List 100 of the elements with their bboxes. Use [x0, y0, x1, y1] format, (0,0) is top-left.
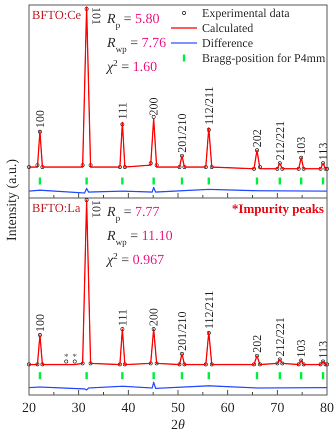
- point: [178, 165, 182, 170]
- point: [122, 362, 127, 366]
- chart-title: BFTO:La: [32, 201, 81, 215]
- point: [275, 166, 280, 171]
- point: [80, 361, 85, 366]
- point: [296, 166, 301, 171]
- annotation: 100: [32, 314, 47, 332]
- x-tick-label: 60: [220, 401, 235, 416]
- point: [275, 361, 280, 366]
- point: [325, 166, 329, 171]
- annotation: 100: [32, 110, 47, 128]
- point: [40, 362, 44, 366]
- point: [180, 154, 184, 158]
- x-tick-label: 80: [320, 401, 334, 416]
- annotation: 113: [316, 142, 330, 160]
- point: [302, 362, 306, 366]
- point: [258, 362, 262, 366]
- point: [72, 360, 77, 364]
- x-tick-label: 40: [121, 401, 136, 416]
- point: [27, 165, 31, 170]
- point: [321, 360, 325, 364]
- point: [318, 362, 322, 366]
- annotation: R$_{wp}$ = 7.76: [106, 36, 166, 54]
- annotation: *Impurity peaks: [232, 201, 324, 216]
- annotation: *: [64, 351, 69, 362]
- point: [252, 166, 256, 171]
- point: [88, 163, 93, 168]
- point: [148, 161, 153, 166]
- point: [296, 362, 301, 366]
- point: [206, 331, 211, 335]
- annotation: 201/210: [174, 312, 189, 351]
- annotation: 101: [90, 7, 104, 25]
- point: [118, 165, 122, 170]
- point: [252, 362, 256, 366]
- point: [122, 165, 127, 170]
- point: [206, 128, 211, 132]
- point: [35, 163, 40, 168]
- point: [120, 122, 124, 126]
- point: [154, 163, 159, 168]
- annotation: R$_{p}$ = 5.80: [106, 12, 160, 30]
- annotation: *: [72, 351, 78, 362]
- point: [152, 327, 156, 332]
- point: [180, 352, 184, 356]
- point: [182, 165, 186, 170]
- point: [278, 161, 282, 166]
- annotation: 212/221: [272, 120, 287, 160]
- point: [204, 165, 208, 170]
- point: [38, 130, 42, 134]
- annotation: 103: [294, 339, 308, 358]
- point: [255, 148, 259, 152]
- annotation: 202: [250, 334, 264, 353]
- point: [80, 163, 85, 168]
- legend-label: Bragg-position for P4mm: [202, 51, 326, 65]
- point: [38, 332, 42, 337]
- annotation: 112/211: [202, 86, 216, 125]
- legend-label: Calculated: [202, 21, 254, 35]
- point: [210, 362, 214, 366]
- point: [278, 358, 282, 362]
- point: [148, 361, 153, 366]
- x-axis-title: 2θ: [171, 418, 186, 433]
- annotation: 103: [294, 136, 308, 155]
- annotation: 101: [90, 200, 104, 218]
- annotation: χ$^{2}$ = 1.60: [105, 58, 158, 75]
- legend-label: Experimental data: [202, 6, 290, 20]
- point: [118, 362, 122, 366]
- annotation: 112/211: [202, 290, 216, 330]
- point: [318, 166, 322, 171]
- point: [84, 198, 89, 202]
- x-tick-label: 70: [270, 401, 284, 416]
- point: [178, 362, 182, 366]
- point: [204, 362, 208, 366]
- annotation: 200: [146, 98, 161, 116]
- point: [255, 354, 259, 358]
- point: [324, 362, 328, 366]
- point: [325, 362, 329, 366]
- point: [324, 166, 328, 171]
- point: [88, 361, 93, 366]
- point: [84, 6, 89, 11]
- point: [40, 165, 44, 170]
- point: [258, 165, 262, 170]
- x-tick-label: 20: [22, 401, 36, 416]
- chart-title: BFTO:Ce: [32, 8, 82, 22]
- annotation: 202: [250, 129, 264, 148]
- point: [154, 361, 159, 366]
- point: [64, 360, 68, 364]
- point: [280, 166, 284, 171]
- point: [299, 358, 304, 362]
- point: [35, 362, 40, 366]
- point: [27, 362, 31, 366]
- annotation: R$_{p}$ = 7.77: [106, 205, 160, 223]
- annotation: 111: [115, 308, 130, 326]
- point: [299, 156, 304, 160]
- point: [321, 161, 325, 166]
- point: [182, 362, 186, 366]
- point: [120, 327, 124, 332]
- x-tick-label: 50: [171, 401, 185, 416]
- annotation: 111: [115, 102, 130, 120]
- annotation: 113: [316, 340, 330, 358]
- point: [210, 165, 214, 170]
- legend-label: Difference: [202, 36, 254, 50]
